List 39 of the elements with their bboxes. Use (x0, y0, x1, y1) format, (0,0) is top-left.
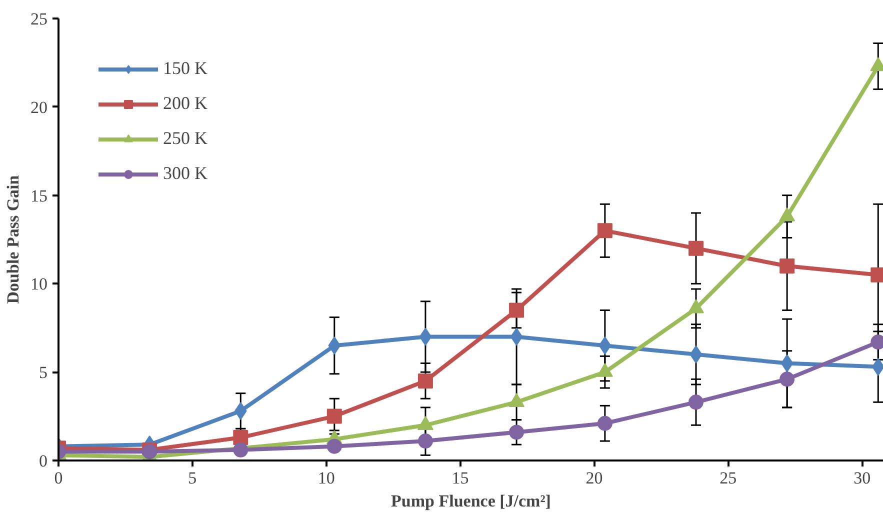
point (509, 302, 524, 318)
point (598, 336, 612, 355)
y-tick-label: 5 (39, 363, 48, 382)
point (509, 424, 524, 440)
point (418, 373, 433, 388)
y-tick-label: 10 (30, 274, 48, 294)
point (419, 328, 432, 346)
x-tick-label: 15 (452, 468, 469, 488)
x-tick-label: 30 (854, 468, 871, 488)
y-tick-label: 20 (30, 98, 48, 117)
point (418, 434, 433, 449)
y-tick-label: 15 (30, 186, 48, 206)
point (780, 258, 795, 274)
x-tick-label: 25 (720, 468, 737, 488)
legend-label: 200 K (163, 93, 208, 114)
point (780, 354, 794, 372)
x-axis-title: Pump Fluence [J/cm²] (391, 492, 551, 510)
point (234, 402, 247, 420)
point (326, 408, 342, 424)
legend-label: 150 K (163, 58, 208, 79)
point (780, 372, 795, 387)
y-tick-label: 25 (30, 10, 48, 28)
x-tick-label: 20 (586, 468, 603, 488)
point (690, 345, 702, 364)
y-axis-title: Double Pass Gain (4, 174, 22, 304)
x-tick-label: 10 (318, 468, 335, 488)
x-tick-label: 5 (188, 468, 197, 488)
legend-label: 250 K (163, 128, 208, 149)
point (688, 240, 704, 256)
point (597, 416, 612, 431)
point (597, 223, 612, 238)
point (688, 394, 704, 410)
point (510, 328, 523, 346)
point (328, 336, 341, 355)
x-tick-label: 0 (54, 468, 63, 488)
legend-label: 300 K (163, 163, 208, 184)
point (233, 442, 248, 458)
point (326, 438, 342, 454)
y-tick-label: 0 (39, 452, 48, 470)
